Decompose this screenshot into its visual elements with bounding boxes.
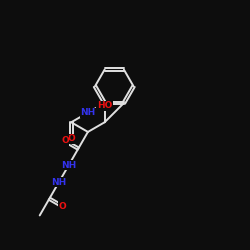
Text: O: O (61, 136, 69, 145)
Text: O: O (67, 134, 75, 143)
Text: NH: NH (51, 178, 66, 186)
Text: NH: NH (80, 108, 96, 117)
Text: NH: NH (61, 161, 76, 170)
Text: O: O (59, 202, 66, 211)
Text: HO: HO (97, 102, 112, 110)
